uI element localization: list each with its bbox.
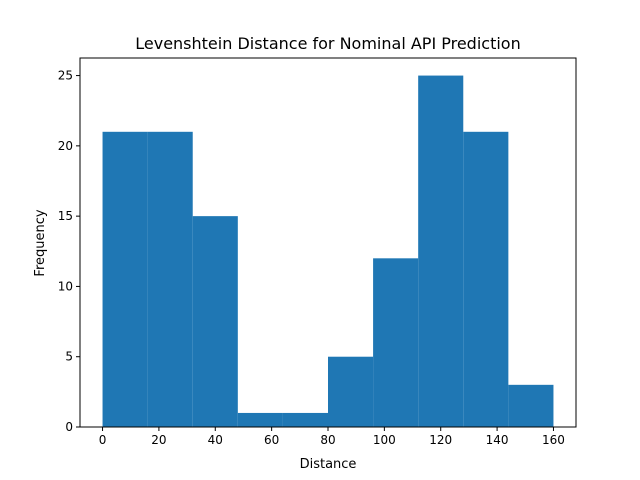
x-tick-label: 0 bbox=[99, 433, 107, 447]
y-tick-label: 10 bbox=[58, 279, 73, 293]
y-tick-label: 5 bbox=[65, 350, 73, 364]
bar bbox=[102, 131, 148, 428]
chart-title: Levenshtein Distance for Nominal API Pre… bbox=[135, 34, 520, 53]
bar bbox=[373, 258, 419, 427]
x-tick-label: 140 bbox=[486, 433, 509, 447]
x-tick-label: 20 bbox=[151, 433, 166, 447]
bar bbox=[328, 356, 374, 427]
y-tick-label: 15 bbox=[58, 209, 73, 223]
x-tick-label: 60 bbox=[264, 433, 279, 447]
plot-frame bbox=[79, 57, 577, 428]
y-tick-label: 25 bbox=[58, 69, 73, 83]
x-tick-label: 120 bbox=[429, 433, 452, 447]
bar bbox=[418, 75, 464, 428]
y-tick-label: 20 bbox=[58, 139, 73, 153]
x-tick-label: 40 bbox=[208, 433, 223, 447]
x-axis-label: Distance bbox=[300, 457, 357, 472]
x-tick-label: 100 bbox=[373, 433, 396, 447]
bar bbox=[282, 412, 328, 427]
x-tick-label: 160 bbox=[542, 433, 565, 447]
bar bbox=[508, 384, 554, 427]
bar bbox=[237, 412, 283, 427]
bar bbox=[147, 131, 193, 428]
bar bbox=[463, 131, 509, 428]
bar bbox=[192, 216, 238, 427]
y-axis-label: Frequency bbox=[33, 209, 48, 276]
x-tick-label: 80 bbox=[320, 433, 335, 447]
y-tick-label: 0 bbox=[65, 420, 73, 434]
